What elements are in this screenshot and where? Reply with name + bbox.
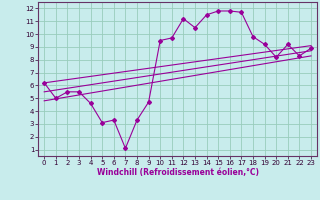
X-axis label: Windchill (Refroidissement éolien,°C): Windchill (Refroidissement éolien,°C) [97, 168, 259, 177]
